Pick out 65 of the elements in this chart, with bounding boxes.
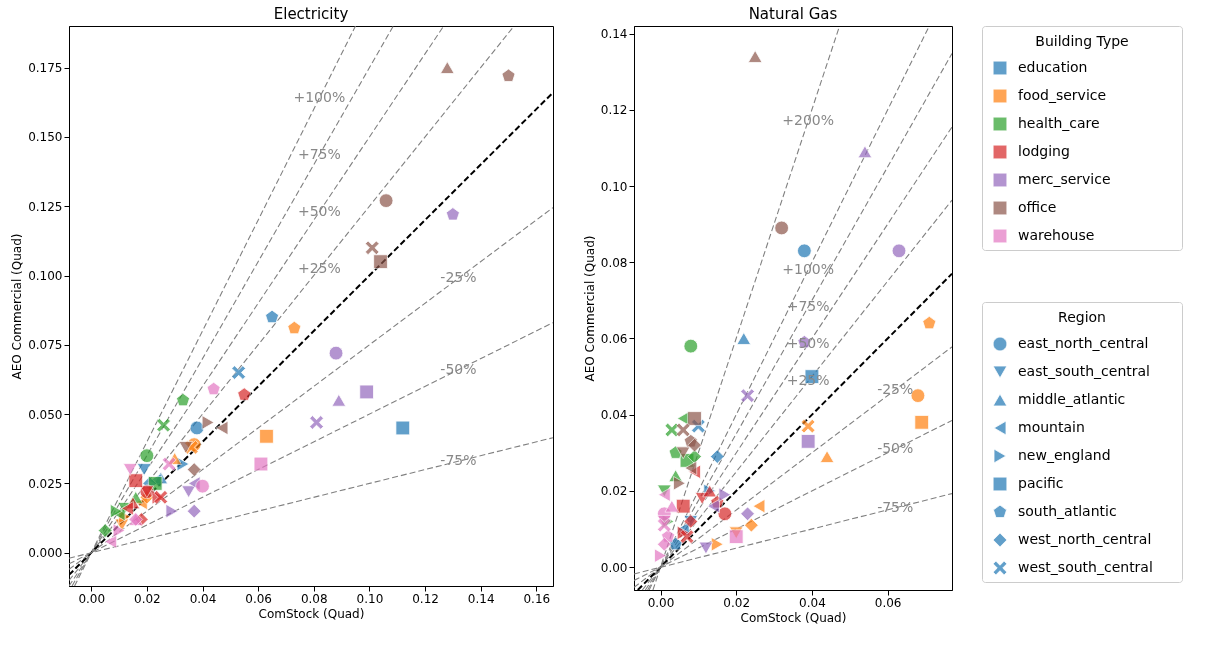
x-tick-label: 0.06 <box>245 591 273 606</box>
x-tick-label: 0.00 <box>647 595 675 610</box>
text: Region <box>1058 309 1106 325</box>
legend-label: east_south_central <box>1018 363 1150 379</box>
y-axis-title: AEO Commercial (Quad) <box>10 233 25 380</box>
legend-label: west_south_central <box>1018 559 1153 575</box>
legend-label: education <box>1018 59 1088 75</box>
y-tick-label: 0.150 <box>28 130 63 145</box>
y-tick-label: 0.050 <box>28 407 63 422</box>
annotation: +200% <box>782 112 835 129</box>
legend-label: pacific <box>1018 475 1064 491</box>
x-axis-title: ComStock (Quad) <box>258 606 365 621</box>
y-tick-label: 0.08 <box>600 255 628 270</box>
annotation: -25% <box>440 269 477 286</box>
annotation: -50% <box>440 360 477 377</box>
annotation: +100% <box>782 260 835 277</box>
y-axis-title: AEO Commercial (Quad) <box>582 235 597 382</box>
legend-label: merc_service <box>1018 171 1111 187</box>
y-tick-label: 0.14 <box>600 27 628 42</box>
annotation: +75% <box>786 297 830 314</box>
y-tick-label: 0.125 <box>28 199 63 214</box>
legend-label: south_atlantic <box>1018 503 1117 519</box>
x-tick-label: 0.12 <box>412 591 439 606</box>
y-tick-label: 0.02 <box>600 484 628 499</box>
annotation: +50% <box>297 202 341 219</box>
x-tick-label: 0.16 <box>523 591 551 606</box>
annotation: +75% <box>297 145 341 162</box>
legend-label: west_north_central <box>1018 531 1152 547</box>
chart-title: Natural Gas <box>748 5 838 23</box>
x-tick-label: 0.14 <box>467 591 495 606</box>
x-tick-label: 0.04 <box>799 595 826 610</box>
chart-title: Electricity <box>273 5 349 23</box>
annotation: +100% <box>293 89 346 106</box>
y-tick-label: 0.100 <box>28 269 63 283</box>
x-axis-title: ComStock (Quad) <box>740 610 847 625</box>
y-tick-label: 0.00 <box>600 560 628 575</box>
x-tick-label: 0.08 <box>300 591 328 606</box>
legend-label: middle_atlantic <box>1018 391 1126 407</box>
annotation: -50% <box>877 440 914 456</box>
annotation: -25% <box>877 380 914 397</box>
legend-label: food_service <box>1018 87 1107 103</box>
y-tick-label: 0.10 <box>600 179 628 194</box>
legend-label: mountain <box>1018 419 1085 435</box>
x-tick-label: 0.02 <box>134 591 161 606</box>
y-tick-label: 0.075 <box>28 338 63 353</box>
x-tick-label: 0.04 <box>189 591 217 606</box>
annotation: +25% <box>297 259 341 276</box>
annotation: +25% <box>786 372 830 389</box>
y-tick-label: 0.04 <box>600 408 628 423</box>
y-tick-label: 0.175 <box>28 61 63 76</box>
legend-label: new_england <box>1018 447 1111 463</box>
legend-label: east_north_central <box>1018 335 1149 351</box>
x-tick-label: 0.06 <box>874 595 902 610</box>
x-tick-label: 0.10 <box>356 591 384 606</box>
y-tick-label: 0.000 <box>28 546 63 561</box>
x-tick-label: 0.02 <box>723 595 751 610</box>
legend-label: lodging <box>1018 143 1070 159</box>
x-tick-label: 0.00 <box>78 591 106 606</box>
legend-label: health_care <box>1018 115 1100 131</box>
text: Building Type <box>1035 33 1129 49</box>
legend-label: warehouse <box>1018 227 1095 243</box>
legend-label: office <box>1018 199 1057 215</box>
y-tick-label: 0.12 <box>600 103 628 118</box>
y-tick-label: 0.025 <box>28 476 63 491</box>
y-tick-label: 0.06 <box>600 331 628 346</box>
